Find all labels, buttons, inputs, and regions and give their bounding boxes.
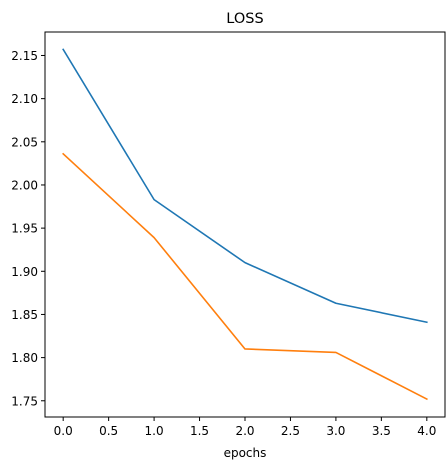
x-tick-label: 0.5 [99,424,118,438]
chart-title: LOSS [226,11,263,27]
x-tick-label: 3.0 [326,424,345,438]
x-tick-label: 0.0 [54,424,73,438]
x-tick-label: 2.5 [281,424,300,438]
plot-area [62,48,428,401]
y-tick-label: 1.95 [11,222,38,236]
y-tick-label: 2.00 [11,178,38,192]
y-tick-label: 1.90 [11,265,38,279]
axes-frame [44,31,446,418]
y-tick-label: 2.10 [11,92,38,106]
series-line-1 [62,48,428,324]
y-tick-label: 1.75 [11,394,38,408]
x-axis-label: epochs [224,446,267,460]
y-tick-label: 1.80 [11,351,38,365]
y-tick-label: 1.85 [11,308,38,322]
y-tick-label: 2.15 [11,49,38,63]
series-line-2 [62,152,428,401]
x-tick-label: 3.5 [372,424,391,438]
x-tick-label: 4.0 [417,424,436,438]
x-tick-label: 1.0 [145,424,164,438]
y-axis: 1.75 1.80 1.85 1.90 1.95 2.00 2.05 2.10 2.15 [11,49,45,408]
x-tick-label: 1.5 [190,424,209,438]
x-axis: 0.0 0.5 1.0 1.5 2.0 2.5 3.0 3.5 4.0 [54,417,436,438]
y-tick-label: 2.05 [11,135,38,149]
x-tick-label: 2.0 [235,424,254,438]
